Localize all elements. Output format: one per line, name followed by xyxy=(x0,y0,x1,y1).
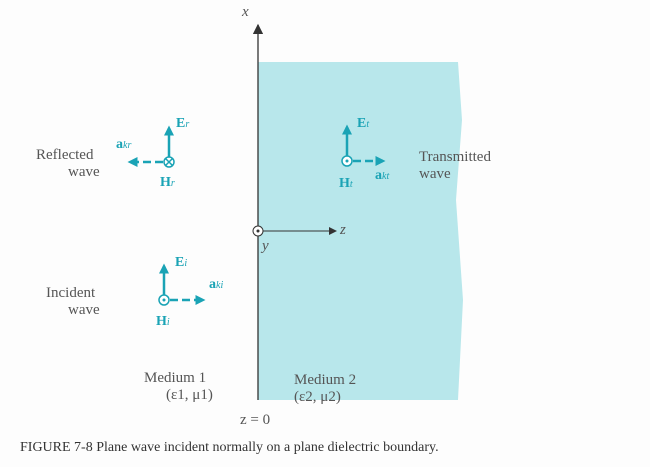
z-axis-label: z xyxy=(340,222,346,238)
incident-label-2: wave xyxy=(68,302,100,318)
medium-1-label: Medium 1 xyxy=(144,370,207,386)
Hr-label: Hr xyxy=(160,175,175,190)
Et-label: Et xyxy=(357,116,370,131)
boundary-label: z = 0 xyxy=(240,412,271,428)
Ht-label: Ht xyxy=(339,176,353,191)
Er-label: Er xyxy=(176,116,190,131)
figure-caption: FIGURE 7-8 Plane wave incident normally … xyxy=(20,440,439,455)
transmitted-label-2: wave xyxy=(419,166,451,182)
medium-2-params: (ε2, μ2) xyxy=(294,389,341,405)
akt-label: akt xyxy=(375,168,390,183)
transmitted-label: Transmitted xyxy=(419,149,491,165)
Hi-label: Hi xyxy=(156,314,170,329)
akr-label: akr xyxy=(116,137,132,152)
medium-2-label: Medium 2 xyxy=(294,372,357,388)
medium-2-region xyxy=(258,62,463,400)
aki-label: aki xyxy=(209,277,224,292)
incident-label: Incident xyxy=(46,285,96,301)
medium-1-params: (ε1, μ1) xyxy=(166,387,213,403)
y-axis-label: y xyxy=(262,238,269,254)
x-axis-label: x xyxy=(242,4,249,20)
Ei-label: Ei xyxy=(175,255,188,270)
reflected-label: Reflected xyxy=(36,147,94,163)
reflected-label-2: wave xyxy=(68,164,100,180)
